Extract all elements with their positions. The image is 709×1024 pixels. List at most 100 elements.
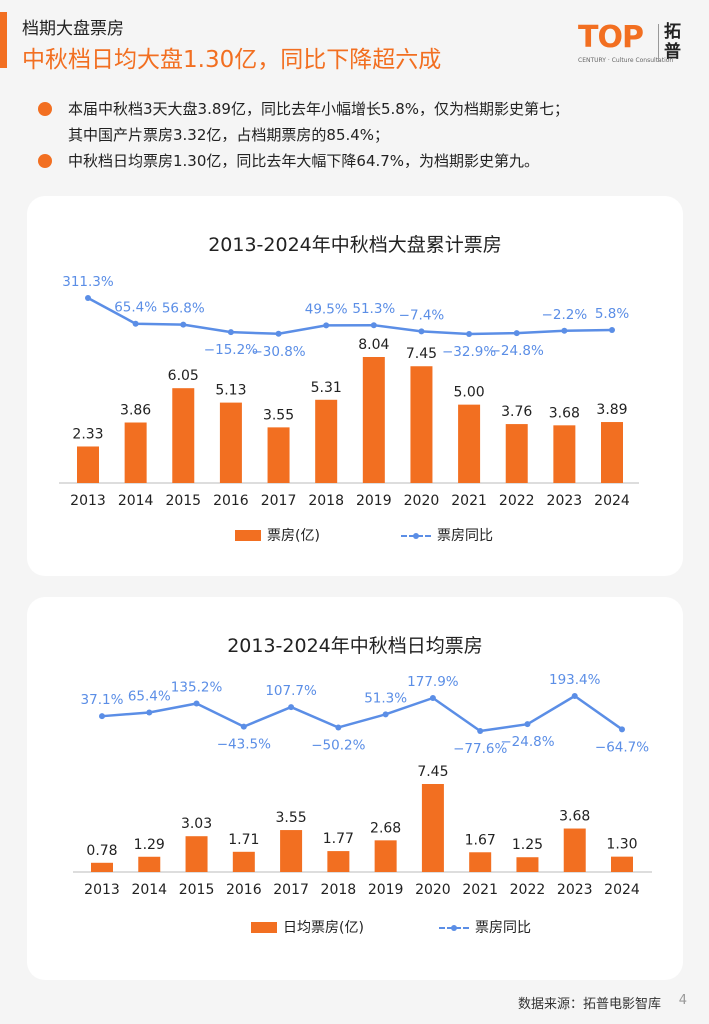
yoy-label: −24.8% (490, 343, 544, 359)
yoy-point (571, 693, 578, 699)
summary-bullets: 本届中秋档3天大盘3.89亿，同比去年小幅增长5.8%，仅为档期影史第七； 其中… (38, 96, 689, 174)
bar-value-label: 8.04 (358, 337, 389, 353)
yoy-point (619, 726, 625, 733)
legend-line-swatch (401, 530, 431, 541)
bar-value-label: 7.45 (417, 764, 448, 780)
bar-2014 (138, 856, 161, 872)
bar-2019 (374, 840, 397, 872)
bar-2016 (219, 402, 242, 483)
bar-value-label: 5.00 (454, 385, 485, 401)
bar-2019 (362, 357, 385, 483)
yoy-point (275, 330, 282, 337)
x-tick-label: 2013 (70, 493, 106, 509)
yoy-point (429, 695, 436, 702)
legend-line-swatch (439, 922, 469, 933)
legend-line-entry: 票房同比 (439, 917, 531, 937)
bar-2017 (267, 427, 290, 483)
bar-value-label: 3.55 (263, 407, 294, 423)
bullet-text: 中秋档日均票房1.30亿，同比去年大幅下降64.7%，为档期影史第九。 (68, 152, 540, 170)
bar-value-label: 3.55 (276, 810, 307, 826)
bar-value-label: 0.78 (86, 843, 117, 859)
bar-value-label: 2.68 (370, 820, 401, 836)
yoy-point (85, 295, 91, 301)
bullet-item: 中秋档日均票房1.30亿，同比去年大幅下降64.7%，为档期影史第九。 (38, 148, 689, 174)
bar-2020 (421, 784, 444, 872)
bar-value-label: 1.71 (228, 832, 259, 848)
bar-value-label: 3.76 (501, 404, 532, 420)
bullet-item-continued: 其中国产片票房3.32亿，占档期票房的85.4%； (38, 122, 689, 148)
x-tick-label: 2022 (499, 493, 535, 509)
yoy-label: −32.9% (442, 344, 496, 360)
x-tick-label: 2023 (557, 882, 593, 898)
chart-legend: 日均票房(亿) 票房同比 (27, 917, 683, 941)
yoy-point (466, 331, 473, 337)
x-tick-label: 2023 (547, 493, 583, 509)
x-tick-label: 2019 (356, 493, 392, 509)
bar-2013 (77, 446, 99, 483)
legend-line-entry: 票房同比 (401, 525, 493, 545)
bar-2021 (469, 852, 492, 872)
x-tick-label: 2015 (179, 882, 215, 898)
yoy-label: 65.4% (114, 300, 157, 316)
chart-card-daily: 2013-2024年中秋档日均票房 0.78 2013 1.29 2014 3.03 20… (27, 597, 683, 980)
yoy-label: 311.3% (62, 274, 114, 290)
yoy-line (101, 694, 623, 733)
x-tick-label: 2021 (451, 493, 487, 509)
bar-2020 (410, 366, 433, 483)
x-tick-label: 2018 (321, 882, 357, 898)
bullet-dot-icon (38, 102, 52, 116)
bar-2022 (516, 857, 539, 872)
yoy-label: 56.8% (162, 301, 205, 317)
yoy-label: 177.9% (407, 674, 459, 690)
logo-separator (658, 24, 659, 62)
yoy-point (382, 711, 389, 718)
bar-value-label: 5.13 (215, 383, 246, 399)
yoy-label: −77.6% (453, 741, 507, 757)
logo-chinese: 拓普 (664, 22, 681, 62)
bar-2024 (601, 422, 623, 483)
bar-2022 (505, 424, 528, 483)
bar-2023 (563, 828, 586, 872)
yoy-label: −30.8% (251, 344, 305, 360)
bar-value-label: 2.33 (72, 426, 103, 442)
x-tick-label: 2021 (462, 882, 498, 898)
bar-value-label: 1.77 (323, 831, 354, 847)
x-tick-label: 2016 (213, 493, 249, 509)
yoy-point (561, 327, 568, 334)
page-headline: 中秋档日均大盘1.30亿，同比下降超六成 (22, 47, 442, 73)
yoy-label: 193.4% (549, 672, 601, 688)
yoy-point (477, 728, 484, 734)
bar-2015 (185, 836, 208, 872)
yoy-label: 107.7% (265, 683, 317, 699)
x-tick-label: 2022 (510, 882, 546, 898)
bar-2021 (458, 404, 481, 483)
legend-bar-swatch (251, 921, 277, 933)
yoy-point (99, 713, 105, 720)
yoy-point (227, 329, 234, 336)
yoy-label: −2.2% (542, 307, 588, 323)
bar-value-label: 5.31 (311, 380, 342, 396)
yoy-label: 5.8% (595, 306, 629, 322)
bar-2023 (553, 425, 576, 483)
legend-bar-entry: 日均票房(亿) (251, 917, 364, 937)
yoy-point (146, 709, 153, 716)
bar-2018 (327, 851, 350, 872)
yoy-point (240, 723, 247, 730)
yoy-label: 37.1% (81, 692, 124, 708)
x-tick-label: 2014 (118, 493, 154, 509)
x-tick-label: 2016 (226, 882, 262, 898)
chart-card-total: 2013-2024年中秋档大盘累计票房 2.33 2013 3.86 2014 6.05… (27, 196, 683, 576)
x-tick-label: 2014 (131, 882, 167, 898)
yoy-point (323, 322, 330, 329)
yoy-point (513, 330, 520, 337)
bar-value-label: 1.25 (512, 837, 543, 853)
x-tick-label: 2020 (404, 493, 440, 509)
bar-2013 (91, 862, 113, 872)
yoy-point (370, 322, 377, 329)
yoy-label: −24.8% (500, 734, 554, 750)
yoy-label: −7.4% (399, 307, 445, 323)
legend-bar-label: 日均票房(亿) (283, 920, 364, 936)
yoy-label: −43.5% (217, 737, 271, 753)
x-tick-label: 2013 (84, 882, 120, 898)
yoy-line (87, 296, 613, 336)
